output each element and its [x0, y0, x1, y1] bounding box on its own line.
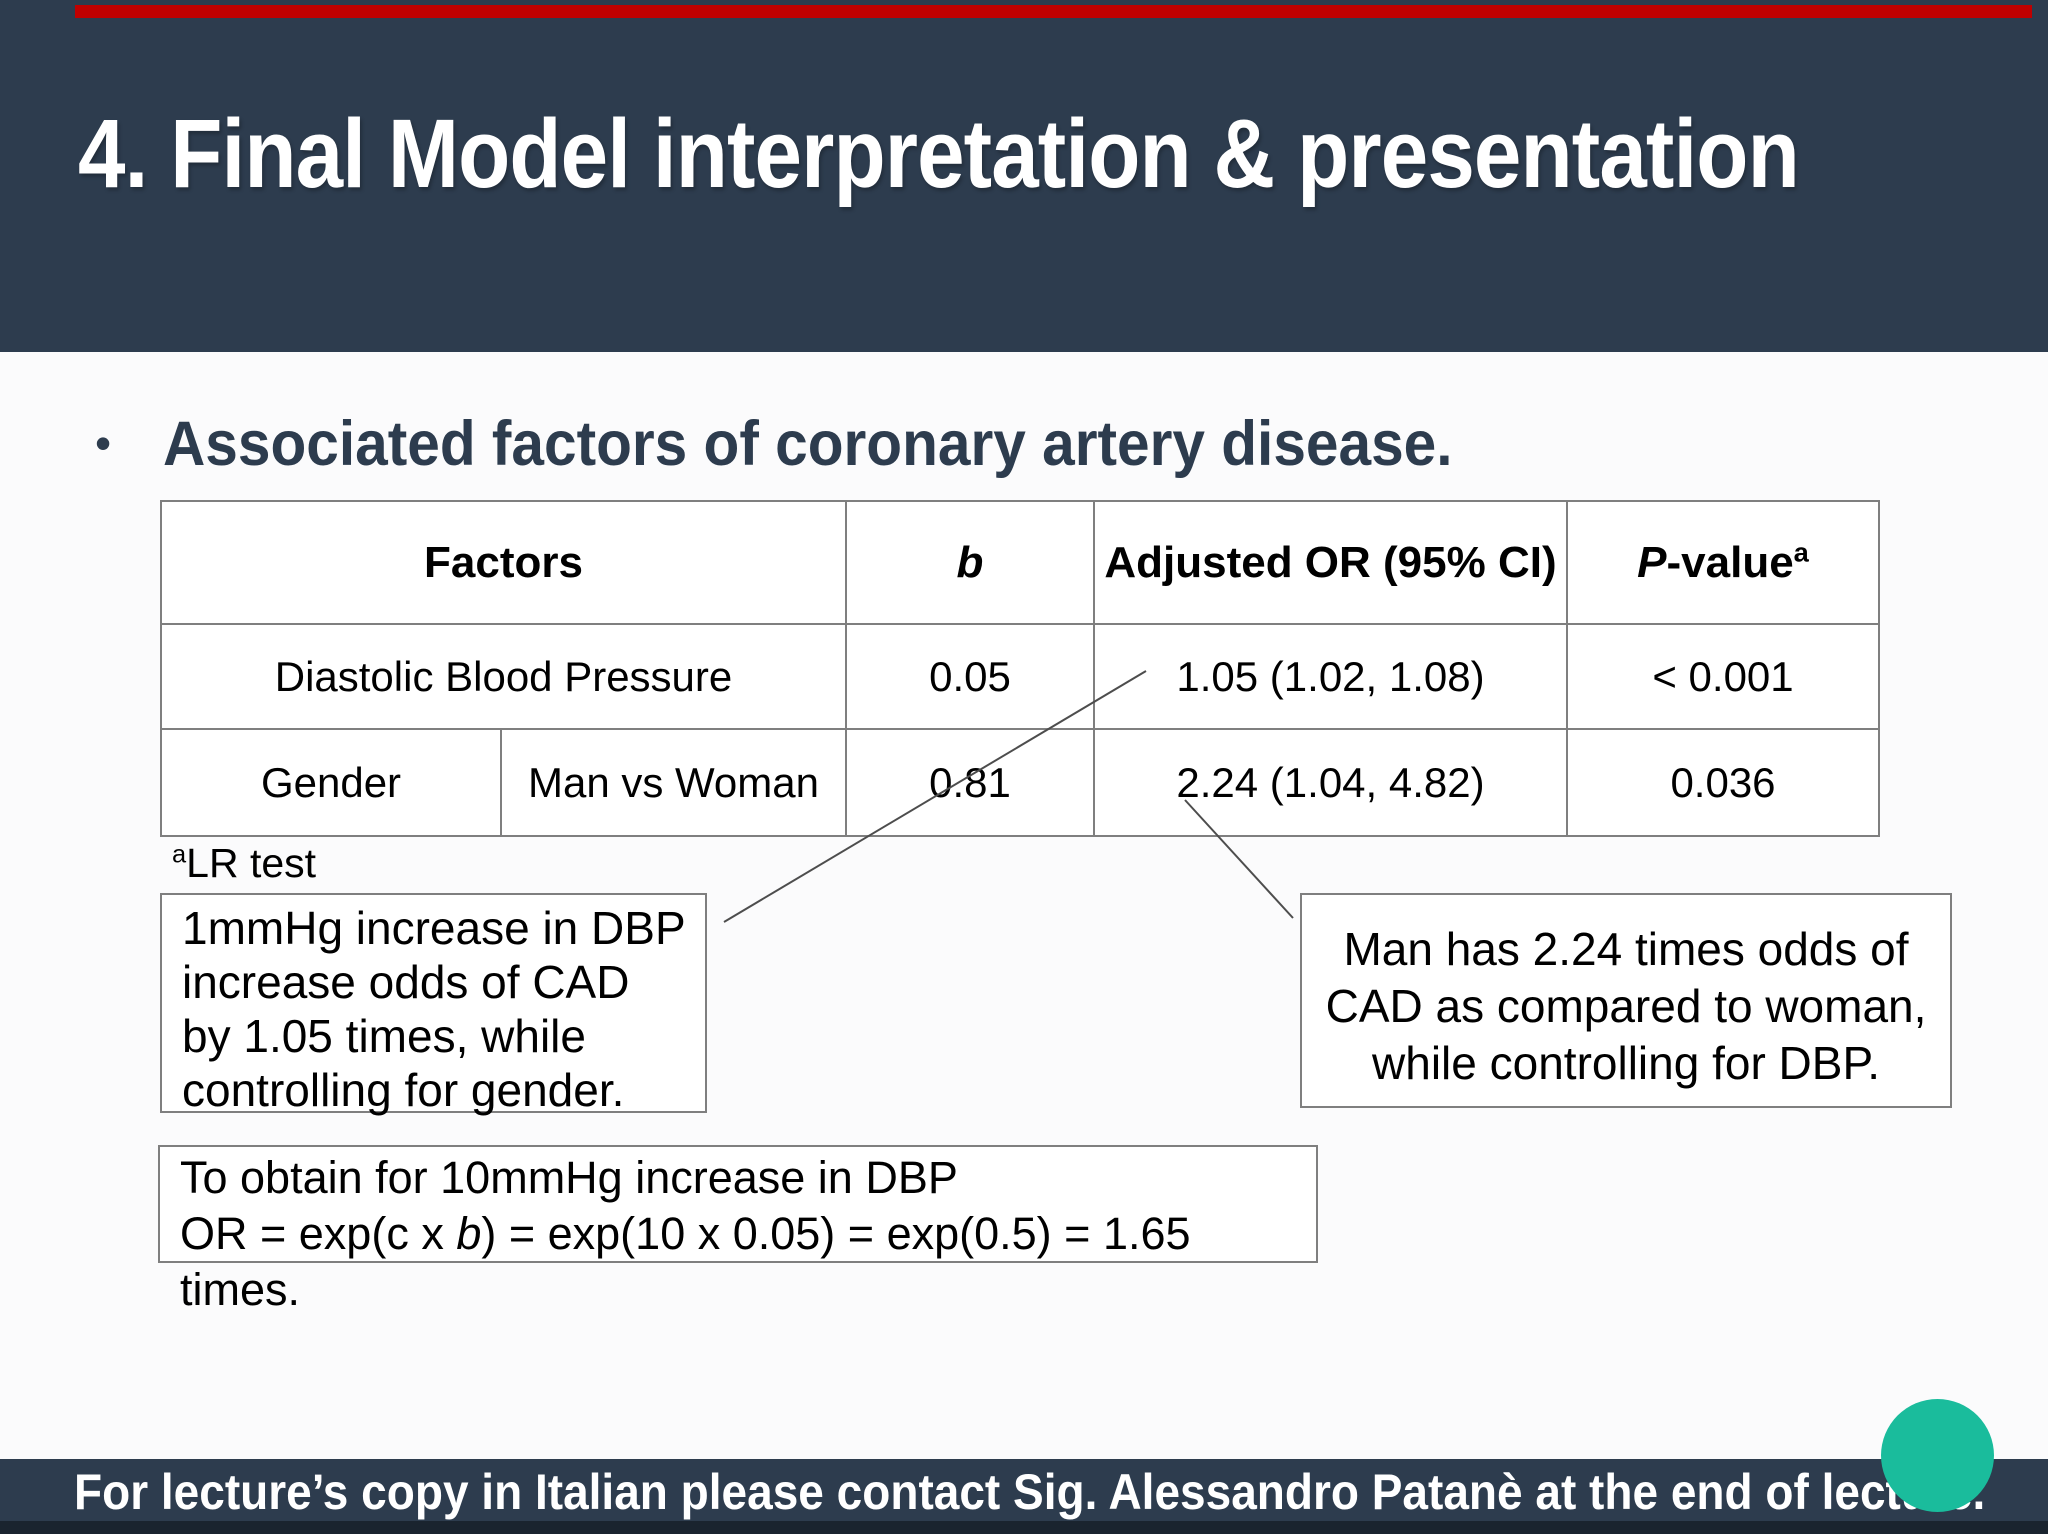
callout-formula: To obtain for 10mmHg increase in DBP OR … — [158, 1145, 1318, 1315]
cell-or: 2.24 (1.04, 4.82) — [1093, 728, 1568, 837]
col-header-adjusted-or: Adjusted OR (95% CI) — [1093, 500, 1568, 625]
footer-bottom-edge — [0, 1521, 2048, 1534]
callout-gender-interpretation: Man has 2.24 times odds of CAD as compar… — [1300, 893, 1952, 1108]
slide-title: 4. Final Model interpretation & presenta… — [78, 98, 2034, 210]
callout-dbp-interpretation: 1mmHg increase in DBP increase odds of C… — [160, 893, 707, 1116]
cell-p: < 0.001 — [1566, 623, 1880, 730]
cell-b: 0.05 — [845, 623, 1095, 730]
col-header-factors: Factors — [160, 500, 847, 625]
cell-or: 1.05 (1.02, 1.08) — [1093, 623, 1568, 730]
cell-factor: Diastolic Blood Pressure — [160, 623, 847, 730]
table-row: Diastolic Blood Pressure 0.05 1.05 (1.02… — [160, 623, 1880, 730]
col-header-p-value: P-valuea — [1566, 500, 1880, 625]
table-row: Gender Man vs Woman 0.81 2.24 (1.04, 4.8… — [160, 728, 1880, 837]
footer-text: For lecture’s copy in Italian please con… — [74, 1464, 1986, 1520]
formula-line2: OR = exp(c x b) = exp(10 x 0.05) = exp(0… — [180, 1208, 1191, 1315]
red-accent-strip — [75, 5, 2032, 18]
results-table: Factors b Adjusted OR (95% CI) P-valuea … — [160, 500, 1880, 837]
header-band: 4. Final Model interpretation & presenta… — [0, 0, 2048, 352]
table-footnote: aLR test — [172, 840, 317, 886]
slide-title-text: 4. Final Model interpretation & presenta… — [78, 99, 1800, 208]
cell-level: Man vs Woman — [500, 728, 847, 837]
bullet-icon: • — [95, 417, 112, 469]
table-header-row: Factors b Adjusted OR (95% CI) P-valuea — [160, 500, 1880, 625]
cell-p: 0.036 — [1566, 728, 1880, 837]
teal-circle-decoration — [1881, 1399, 1994, 1512]
cell-b: 0.81 — [845, 728, 1095, 837]
cell-factor: Gender — [160, 728, 502, 837]
formula-line1: To obtain for 10mmHg increase in DBP — [180, 1152, 958, 1203]
section-heading: Associated factors of coronary artery di… — [163, 409, 1453, 479]
col-header-b: b — [845, 500, 1095, 625]
